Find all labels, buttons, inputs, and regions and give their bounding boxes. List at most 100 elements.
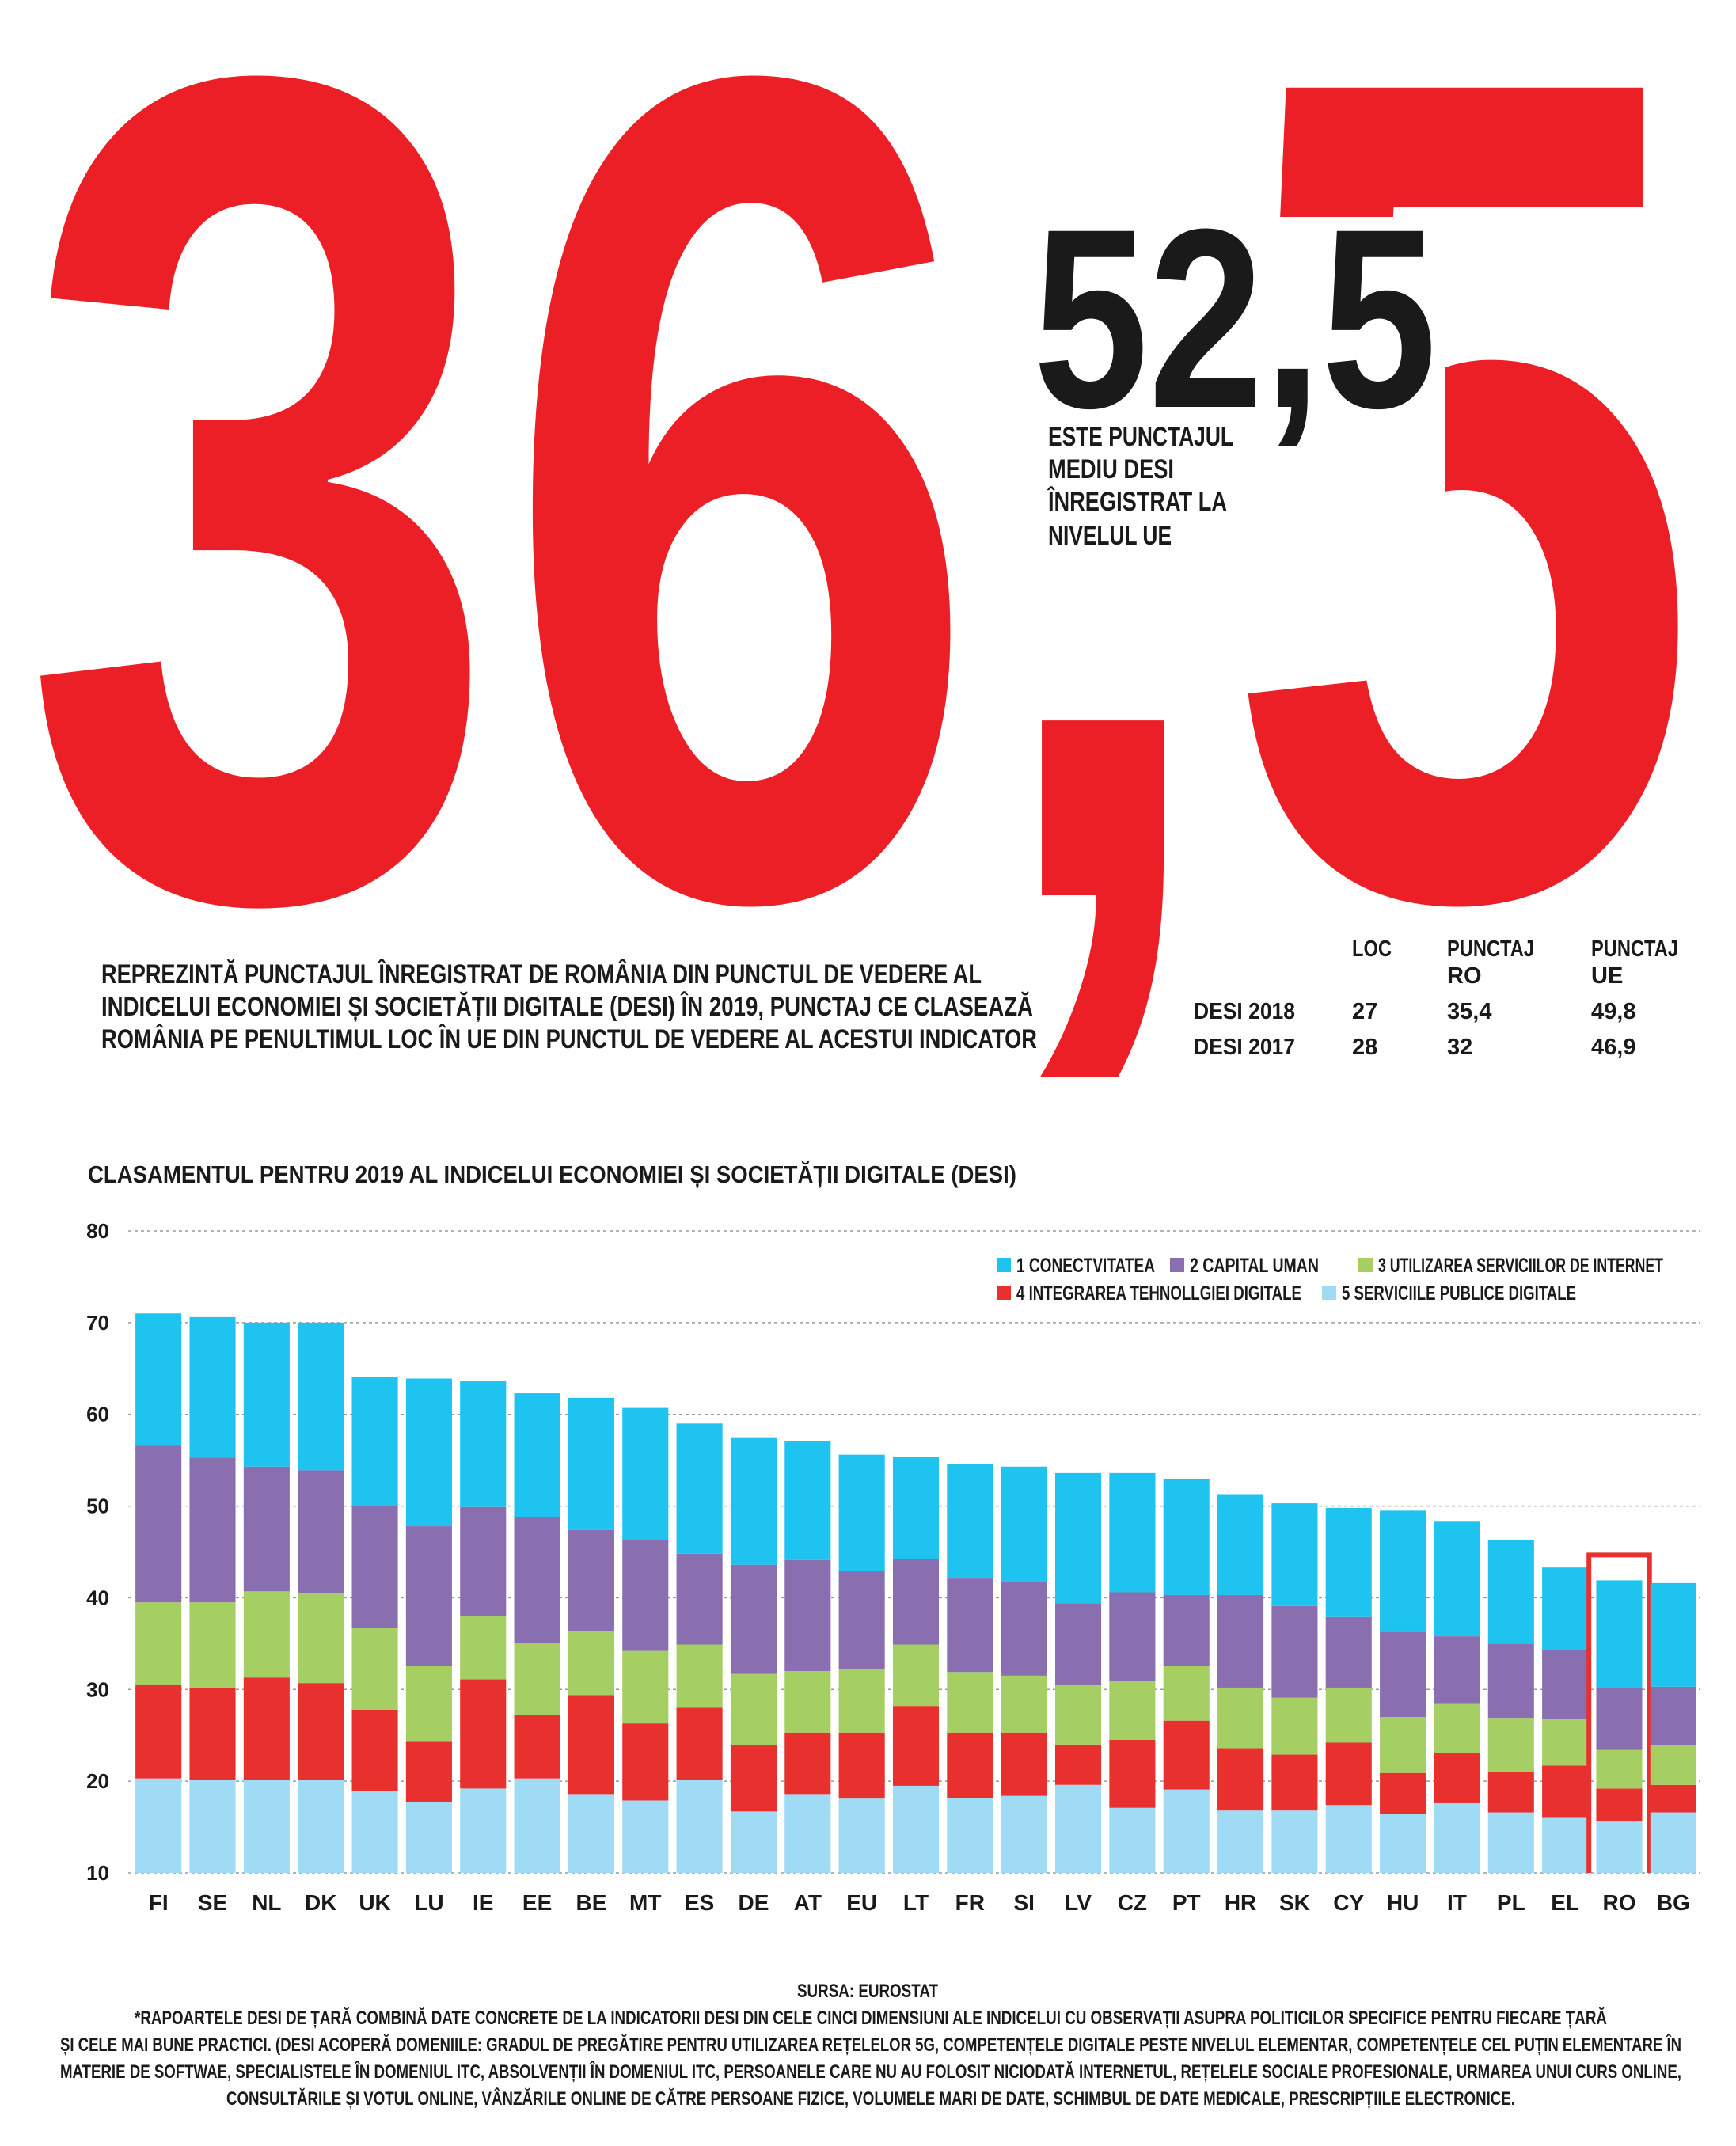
source: SURSA: EUROSTAT xyxy=(797,1981,938,2002)
bar-segment xyxy=(1163,1594,1210,1666)
secondary-caption: ÎNREGISTRAT LA xyxy=(1047,487,1227,517)
bar-segment xyxy=(1217,1494,1264,1595)
bar-segment xyxy=(1542,1650,1589,1719)
bar-segment xyxy=(1325,1616,1372,1688)
bar-segment xyxy=(947,1732,993,1798)
bar-segment xyxy=(405,1741,452,1802)
footnote-line: MATERIE DE SOFTWAE, SPECIALISTELE ÎN DOM… xyxy=(60,2061,1681,2083)
table-header: RO xyxy=(1447,963,1482,989)
bar-segment xyxy=(1325,1507,1372,1617)
bar-segment xyxy=(1434,1753,1480,1803)
bar-segment xyxy=(947,1797,993,1873)
bar-segment xyxy=(1054,1744,1102,1785)
bar-segment xyxy=(1217,1687,1264,1749)
bar-segment xyxy=(1325,1742,1372,1806)
bar-segment xyxy=(1487,1718,1534,1772)
table-header: UE xyxy=(1591,963,1623,989)
bar-segment xyxy=(730,1437,777,1565)
bar-segment xyxy=(1434,1636,1480,1704)
table-cell: 28 xyxy=(1352,1035,1377,1060)
bar-segment xyxy=(1109,1472,1156,1593)
bar-segment xyxy=(892,1644,940,1707)
footnote-line: *RAPOARTELE DESI DE ȚARĂ COMBINĂ DATE CO… xyxy=(135,2007,1607,2029)
bar-segment xyxy=(1380,1510,1426,1632)
bar-segment xyxy=(351,1709,398,1791)
bar-segment xyxy=(676,1779,723,1873)
bar-segment xyxy=(1434,1802,1480,1873)
bar-segment xyxy=(1434,1521,1480,1637)
bar-segment xyxy=(568,1695,614,1795)
bar-segment xyxy=(838,1669,885,1733)
chart-title: CLASAMENTUL PENTRU 2019 AL INDICELUI ECO… xyxy=(88,1160,1016,1188)
bar-segment xyxy=(1542,1567,1589,1650)
bar-segment xyxy=(405,1526,452,1666)
bar-segment xyxy=(1596,1580,1643,1688)
x-tick-label: IT xyxy=(1447,1890,1467,1915)
bar-segment xyxy=(892,1559,940,1645)
bar-segment xyxy=(1650,1582,1696,1687)
table-cell: 27 xyxy=(1352,999,1377,1024)
bar-segment xyxy=(189,1602,236,1688)
bar-segment xyxy=(1434,1703,1480,1753)
x-tick-label: NL xyxy=(252,1890,281,1915)
y-tick-label: 30 xyxy=(86,1677,109,1701)
bar-segment xyxy=(351,1791,398,1873)
table-header: PUNCTAJ xyxy=(1591,936,1678,962)
x-tick-label: FR xyxy=(955,1890,985,1915)
x-tick-label: EL xyxy=(1551,1890,1579,1915)
y-tick-label: 80 xyxy=(86,1219,109,1243)
bar-segment xyxy=(189,1687,236,1780)
bar-segment xyxy=(1650,1686,1696,1745)
y-tick-label: 10 xyxy=(86,1861,109,1885)
y-tick-label: 40 xyxy=(86,1586,109,1609)
bar-segment xyxy=(730,1673,777,1745)
bar-segment xyxy=(1325,1687,1372,1743)
bar-segment xyxy=(784,1794,831,1873)
legend-swatch xyxy=(997,1258,1011,1272)
bar-segment xyxy=(405,1666,452,1742)
bar-segment xyxy=(189,1457,236,1603)
secondary-value: 52,5 xyxy=(1033,177,1437,461)
bar-segment xyxy=(1001,1795,1047,1873)
bar-segment xyxy=(676,1644,723,1708)
bar-segment xyxy=(1217,1810,1264,1873)
bar-segment xyxy=(784,1671,831,1733)
bar-segment xyxy=(838,1571,885,1669)
bar-segment xyxy=(1109,1592,1156,1681)
bar-segment xyxy=(298,1593,344,1684)
bar-segment xyxy=(405,1802,452,1873)
bar-segment xyxy=(1596,1687,1643,1750)
x-tick-label: LV xyxy=(1065,1890,1092,1915)
bar-segment xyxy=(676,1553,723,1645)
y-tick-label: 20 xyxy=(86,1769,109,1793)
x-tick-label: CZ xyxy=(1118,1890,1147,1915)
x-tick-label: MT xyxy=(629,1890,661,1915)
x-tick-label: IE xyxy=(473,1890,493,1915)
highlight-box xyxy=(1586,1552,1652,1873)
bar-segment xyxy=(460,1616,507,1680)
x-tick-label: BE xyxy=(576,1890,606,1915)
bar-segment xyxy=(1163,1479,1210,1595)
legend-label: 5 SERVICIILE PUBLICE DIGITALE xyxy=(1342,1282,1576,1305)
x-tick-label: HU xyxy=(1387,1890,1419,1915)
description-line: ROMÂNIA PE PENULTIMUL LOC ÎN UE DIN PUNC… xyxy=(101,1024,1037,1054)
table-cell: DESI 2017 xyxy=(1194,1035,1295,1060)
bar-segment xyxy=(298,1322,344,1471)
x-tick-label: EU xyxy=(846,1890,877,1915)
bar-segment xyxy=(947,1672,993,1733)
table-cell: 46,9 xyxy=(1591,1035,1635,1060)
bar-segment xyxy=(460,1381,507,1507)
bar-segment xyxy=(1054,1472,1102,1604)
x-tick-label: CY xyxy=(1333,1890,1364,1915)
bar-segment xyxy=(189,1779,236,1873)
bar-segment xyxy=(189,1316,236,1458)
table-cell: 35,4 xyxy=(1447,999,1491,1024)
x-tick-label: UK xyxy=(359,1890,390,1915)
bar-segment xyxy=(1650,1812,1696,1873)
bar-segment xyxy=(568,1794,614,1873)
bar-segment xyxy=(1271,1503,1318,1606)
bar-segment xyxy=(135,1445,182,1603)
bar-segment xyxy=(514,1517,560,1643)
bar-segment xyxy=(892,1706,940,1786)
bar-segment xyxy=(1487,1540,1534,1644)
